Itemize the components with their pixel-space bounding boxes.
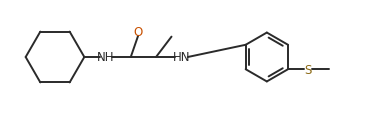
Text: HN: HN — [173, 51, 190, 64]
Text: NH: NH — [97, 51, 114, 64]
Text: O: O — [134, 26, 143, 39]
Text: S: S — [305, 63, 312, 76]
